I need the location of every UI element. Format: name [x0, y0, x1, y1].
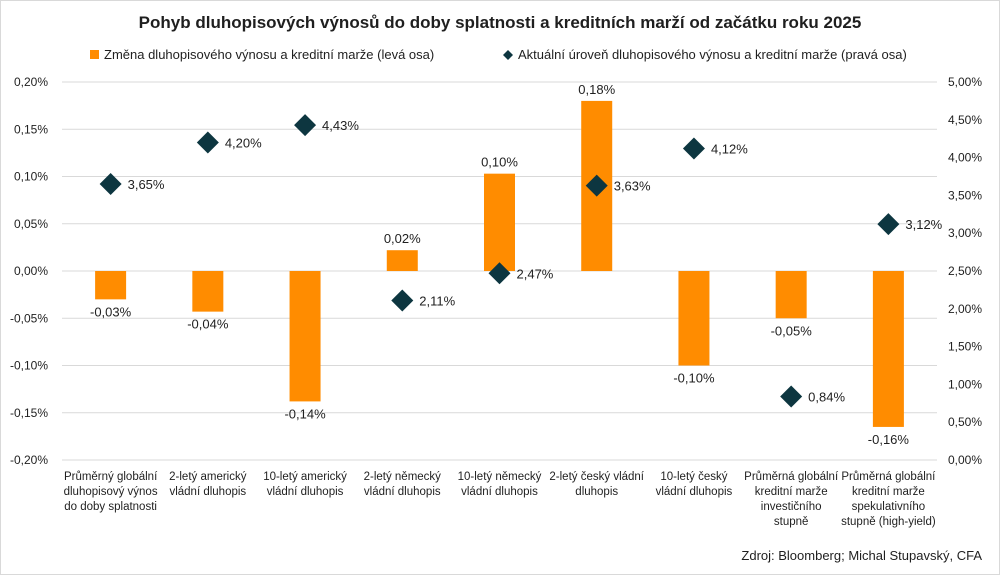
right-tick-label: 4,50% [948, 113, 982, 127]
bar [484, 173, 515, 271]
marker-data-label: 3,65% [128, 177, 165, 192]
category-label: 10-letý německý [458, 471, 542, 483]
chart-title: Pohyb dluhopisových výnosů do doby splat… [139, 13, 862, 32]
right-tick-label: 1,50% [948, 340, 982, 354]
category-label: 2-letý český vládní [549, 471, 644, 483]
category-label: stupně (high-yield) [841, 516, 936, 528]
bar [775, 271, 807, 319]
marker-data-label: 4,43% [322, 118, 359, 133]
marker-data-label: 3,63% [614, 179, 651, 194]
legend-bar-label: Změna dluhopisového výnosu a kreditní ma… [104, 47, 434, 62]
category-label: vládní dluhopis [656, 486, 733, 498]
left-tick-label: 0,15% [14, 122, 48, 136]
marker-data-label: 0,84% [808, 389, 845, 404]
category-label: do doby splatnosti [64, 501, 157, 513]
right-tick-label: 3,50% [948, 188, 982, 202]
diamond-marker [99, 173, 122, 196]
source-note: Zdroj: Bloomberg; Michal Stupavský, CFA [741, 548, 982, 563]
bar [192, 271, 224, 312]
category-label: Průměrná globální [841, 471, 936, 483]
right-tick-label: 5,00% [948, 75, 982, 89]
diamond-marker [488, 262, 511, 285]
right-tick-label: 4,00% [948, 151, 982, 165]
category-label: stupně [774, 516, 809, 528]
bar [872, 271, 904, 427]
category-label: vládní dluhopis [364, 486, 441, 498]
legend-bar-swatch [90, 50, 99, 59]
left-axis-ticks: -0,20% -0,15% -0,10% -0,05% 0,00% 0,05% 0,10% 0… [10, 75, 48, 467]
bar-data-label: -0,03% [90, 304, 132, 319]
diamond-marker [682, 137, 705, 160]
marker-data-label: 4,20% [225, 135, 262, 150]
category-label: 10-letý český [660, 471, 727, 483]
diamond-marker [196, 131, 219, 154]
category-label: investičního [761, 501, 822, 513]
left-tick-label: -0,15% [10, 406, 48, 420]
left-tick-label: 0,10% [14, 170, 48, 184]
right-tick-label: 1,00% [948, 377, 982, 391]
category-label: dluhopis [575, 486, 618, 498]
category-label: 2-letý americký [169, 471, 247, 483]
left-tick-label: -0,20% [10, 453, 48, 467]
right-tick-label: 3,00% [948, 226, 982, 240]
category-label: 10-letý americký [263, 471, 347, 483]
left-tick-label: -0,05% [10, 311, 48, 325]
category-label: vládní dluhopis [267, 486, 344, 498]
marker-series [99, 114, 900, 408]
diamond-marker [585, 174, 608, 197]
category-label: kreditní marže [852, 486, 925, 498]
bar-data-label: 0,10% [481, 155, 518, 170]
left-tick-label: 0,00% [14, 264, 48, 278]
diamond-marker [391, 289, 414, 312]
category-label: Průměrný globální [64, 471, 158, 483]
bar [386, 250, 418, 271]
right-tick-label: 0,00% [948, 453, 982, 467]
bar [95, 271, 127, 300]
bar-data-label: -0,16% [868, 432, 910, 447]
bar-data-label: -0,14% [284, 406, 326, 421]
bar-data-label: -0,10% [673, 371, 715, 386]
marker-data-label: 2,11% [419, 293, 455, 308]
category-label: spekulativního [852, 501, 926, 513]
legend: Změna dluhopisového výnosu a kreditní ma… [90, 47, 907, 62]
right-tick-label: 2,50% [948, 264, 982, 278]
marker-data-label: 4,12% [711, 142, 748, 157]
category-label: Průměrná globální [744, 471, 839, 483]
bar [289, 271, 321, 402]
category-label: kreditní marže [755, 486, 828, 498]
bar-data-label: 0,18% [578, 82, 615, 97]
marker-data-label: 3,12% [905, 217, 942, 232]
bar-data-label: -0,05% [771, 323, 813, 338]
right-axis-ticks: 0,00% 0,50% 1,00% 1,50% 2,00% 2,50% 3,00% 3,50%… [948, 75, 982, 467]
bar-data-labels: -0,03% -0,04% -0,14% 0,02% 0,10% 0,18% -0,10% -… [90, 82, 909, 447]
category-label: dluhopisový výnos [64, 486, 158, 498]
left-tick-label: 0,05% [14, 217, 48, 231]
legend-diamond-label: Aktuální úroveň dluhopisového výnosu a k… [518, 47, 907, 62]
marker-data-label: 2,47% [517, 266, 554, 281]
diamond-marker [877, 213, 900, 236]
category-label: 2-letý německý [364, 471, 442, 483]
diamond-marker [294, 114, 317, 137]
marker-data-labels: 3,65% 4,20% 4,43% 2,11% 2,47% 3,63% 4,12% 0,84%… [128, 118, 943, 404]
bar-data-label: -0,04% [187, 317, 229, 332]
left-tick-label: 0,20% [14, 75, 48, 89]
left-tick-label: -0,10% [10, 359, 48, 373]
right-tick-label: 0,50% [948, 415, 982, 429]
diamond-marker [780, 385, 803, 408]
category-label: vládní dluhopis [169, 486, 246, 498]
category-label: vládní dluhopis [461, 486, 538, 498]
bar-data-label: 0,02% [384, 231, 421, 246]
category-labels: Průměrný globální dluhopisový výnos do dob… [64, 471, 937, 528]
bar [678, 271, 710, 366]
legend-diamond-swatch [503, 50, 513, 60]
right-tick-label: 2,00% [948, 302, 982, 316]
